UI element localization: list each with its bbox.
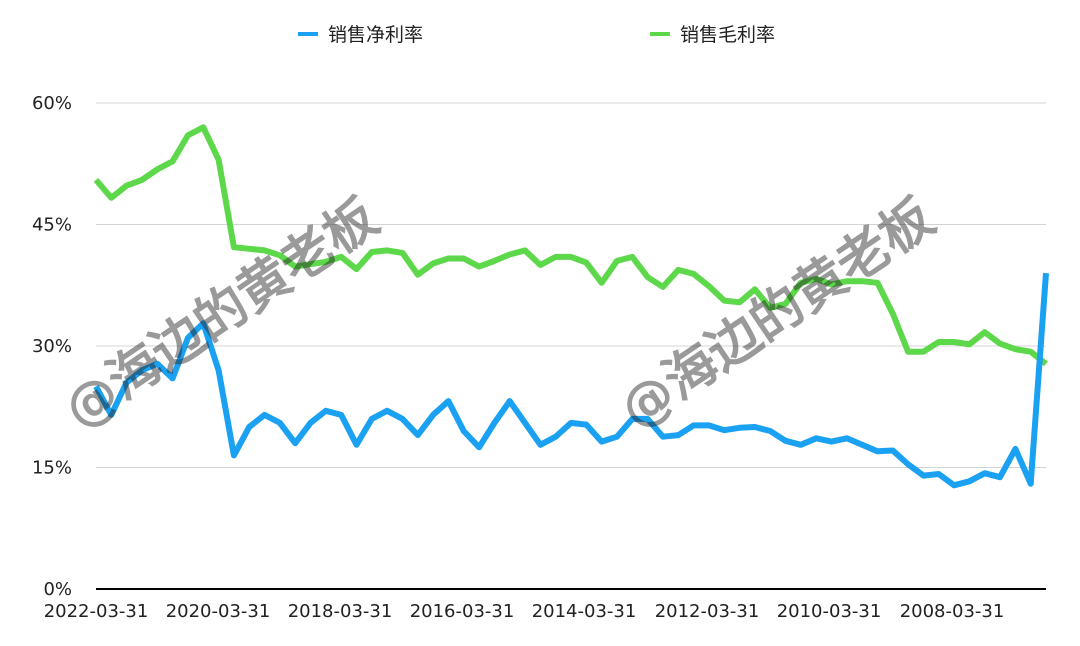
x-axis-tick-labels: 2022-03-31 2020-03-31 2018-03-31 2016-03-31… (44, 601, 1005, 622)
y-tick-label: 15% (32, 458, 72, 479)
watermarks: @海边的黄老板 @海边的黄老板 (54, 187, 945, 440)
y-tick-label: 0% (43, 579, 72, 600)
y-tick-label: 30% (32, 336, 72, 357)
x-tick-label: 2012-03-31 (655, 601, 760, 622)
series-line-net-margin (93, 272, 1049, 489)
x-tick-label: 2014-03-31 (532, 601, 637, 622)
x-tick-label: 2016-03-31 (410, 601, 515, 622)
x-tick-label: 2022-03-31 (44, 601, 149, 622)
series-line-gross-margin (93, 124, 1048, 367)
legend-item-gross-margin[interactable]: 销售毛利率 (650, 24, 775, 46)
x-tick-label: 2008-03-31 (900, 601, 1005, 622)
y-tick-label: 45% (32, 215, 72, 236)
gridlines (96, 102, 1046, 468)
watermark-left: @海边的黄老板 (54, 187, 389, 440)
x-tick-label: 2010-03-31 (777, 601, 882, 622)
legend-label-gross-margin: 销售毛利率 (680, 24, 775, 46)
series-lines (93, 124, 1049, 489)
x-tick-label: 2020-03-31 (166, 601, 271, 622)
x-tick-label: 2018-03-31 (288, 601, 393, 622)
y-tick-label: 60% (32, 93, 72, 114)
y-axis-tick-labels: 0% 15% 30% 45% 60% (32, 93, 72, 600)
legend: 销售净利率 销售毛利率 (298, 24, 775, 46)
legend-label-net-margin: 销售净利率 (328, 24, 423, 46)
legend-item-net-margin[interactable]: 销售净利率 (298, 24, 423, 46)
